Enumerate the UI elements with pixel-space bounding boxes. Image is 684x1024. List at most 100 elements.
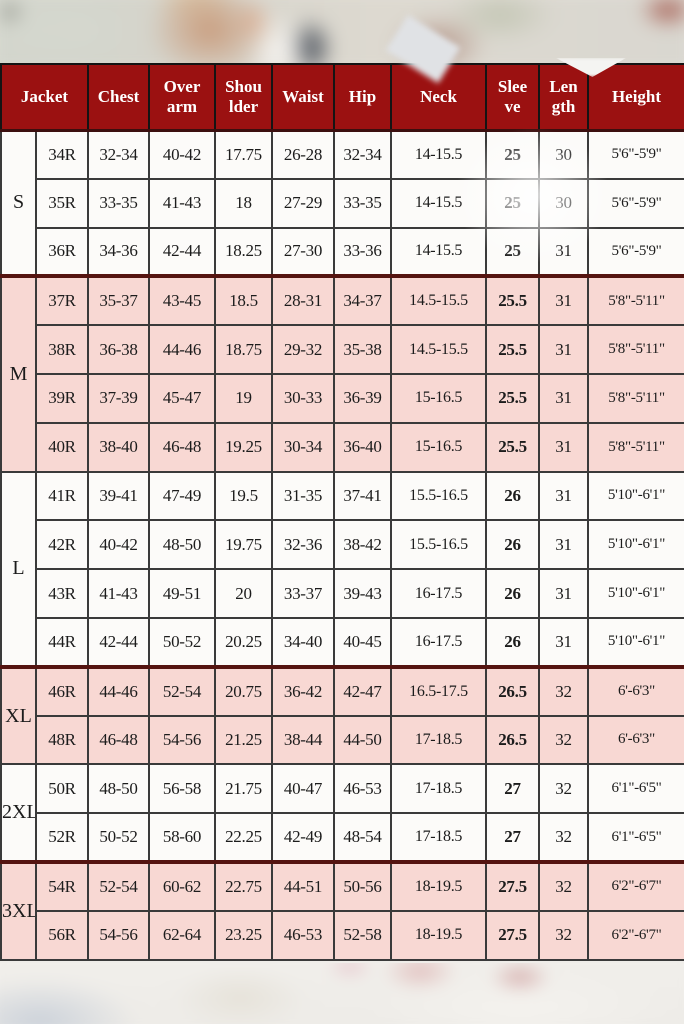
cell: 16-17.5 — [390, 568, 487, 619]
cell: 50R — [35, 763, 89, 815]
cell: 19.75 — [214, 519, 273, 571]
cell: 27 — [485, 763, 540, 815]
cell: 35-38 — [333, 324, 392, 375]
cell: 20.25 — [214, 616, 273, 668]
column-header-shoulder: Shou lder — [214, 63, 273, 131]
cell: 32-34 — [87, 129, 150, 180]
cell: 47-49 — [148, 470, 216, 522]
cell: 34-37 — [333, 274, 392, 327]
cell: 27.5 — [485, 859, 540, 912]
cell: 22.25 — [214, 812, 273, 863]
cell: 25 — [485, 129, 540, 180]
cell: 33-36 — [333, 226, 392, 278]
cell: 25 — [485, 177, 540, 229]
cell: 32-34 — [333, 129, 392, 180]
cell: 6'1"-6'5" — [587, 763, 684, 815]
cell: 36R — [35, 226, 89, 278]
photo-bottom-background — [0, 963, 684, 1024]
cell: 46R — [35, 664, 89, 717]
cell: 33-35 — [87, 177, 150, 229]
cell: 14.5-15.5 — [390, 274, 487, 327]
cell: 38-40 — [87, 421, 150, 473]
cell: 5'10"-6'1" — [587, 519, 684, 571]
cell: 50-56 — [333, 859, 392, 912]
cell: 48-54 — [333, 812, 392, 863]
table-row: 48R 46-48 54-56 21.25 38-44 44-50 17-18.5 26.5 3… — [1, 714, 684, 766]
cell: 6'1"-6'5" — [587, 812, 684, 863]
cell: 42-49 — [271, 812, 335, 863]
cell: 31 — [538, 519, 589, 571]
column-header-waist: Waist — [271, 63, 335, 131]
cell: 17-18.5 — [390, 763, 487, 815]
cell: 32 — [538, 664, 589, 717]
table-row: 36R 34-36 42-44 18.25 27-30 33-36 14-15.5 25 31 5… — [1, 226, 684, 278]
cell: 5'6"-5'9" — [587, 129, 684, 180]
cell: 60-62 — [148, 859, 216, 912]
cell: 5'10"-6'1" — [587, 568, 684, 619]
cell: 36-40 — [333, 421, 392, 473]
table-row: 2XL 50R 48-50 56-58 21.75 40-47 46-53 17-18.5 27… — [0, 763, 684, 863]
cell: 30 — [538, 177, 589, 229]
cell: 44-51 — [271, 859, 335, 912]
table-row: 38R 36-38 44-46 18.75 29-32 35-38 14.5-15.5 25.… — [1, 324, 684, 375]
cell: 25 — [485, 226, 540, 278]
column-header-sleeve: Slee ve — [485, 63, 540, 131]
group-label-s: S — [0, 128, 37, 278]
table-row: 35R 33-35 41-43 18 27-29 33-35 14-15.5 25 30 5'6"… — [1, 177, 684, 229]
cell: 42-44 — [148, 226, 216, 278]
cell: 33-37 — [271, 568, 335, 619]
cell: 35R — [35, 177, 89, 229]
cell: 5'8"-5'11" — [587, 421, 684, 473]
cell: 25.5 — [485, 421, 540, 473]
cell: 26-28 — [271, 129, 335, 180]
cell: 27.5 — [485, 909, 540, 961]
cell: 31 — [538, 274, 589, 327]
cell: 46-53 — [271, 909, 335, 961]
cell: 44-50 — [333, 714, 392, 766]
cell: 38R — [35, 324, 89, 375]
cell: 21.75 — [214, 763, 273, 815]
cell: 6'-6'3" — [587, 714, 684, 766]
cell: 6'2"-6'7" — [587, 909, 684, 961]
cell: 27-29 — [271, 177, 335, 229]
cell: 43-45 — [148, 274, 216, 327]
cell: 52-54 — [148, 664, 216, 717]
cell: 39R — [35, 372, 89, 424]
cell: 42-44 — [87, 616, 150, 668]
cell: 52-54 — [87, 859, 150, 912]
cell: 19.5 — [214, 470, 273, 522]
cell: 19 — [214, 372, 273, 424]
cell: 41-43 — [87, 568, 150, 619]
table-row: 56R 54-56 62-64 23.25 46-53 52-58 18-19.5 27.5 3… — [1, 909, 684, 961]
cell: 26 — [485, 568, 540, 619]
cell: 48R — [35, 714, 89, 766]
cell: 5'8"-5'11" — [587, 274, 684, 327]
cell: 31 — [538, 616, 589, 668]
cell: 34-40 — [271, 616, 335, 668]
group-label-m: M — [0, 274, 37, 473]
cell: 54-56 — [87, 909, 150, 961]
table-row: 43R 41-43 49-51 20 33-37 39-43 16-17.5 26 31 5'10… — [1, 568, 684, 619]
cell: 62-64 — [148, 909, 216, 961]
cell: 46-48 — [87, 714, 150, 766]
table-body: S 34R 32-34 40-42 17.75 26-28 32-34 14-15.5 25 30… — [0, 128, 684, 961]
cell: 5'6"-5'9" — [587, 226, 684, 278]
cell: 17-18.5 — [390, 812, 487, 863]
cell: 14-15.5 — [390, 129, 487, 180]
cell: 5'10"-6'1" — [587, 470, 684, 522]
cell: 18 — [214, 177, 273, 229]
cell: 43R — [35, 568, 89, 619]
cell: 58-60 — [148, 812, 216, 863]
cell: 40-47 — [271, 763, 335, 815]
cell: 54R — [35, 859, 89, 912]
cell: 25.5 — [485, 274, 540, 327]
cell: 15-16.5 — [390, 372, 487, 424]
cell: 34R — [35, 129, 89, 180]
cell: 40R — [35, 421, 89, 473]
cell: 48-50 — [87, 763, 150, 815]
cell: 21.25 — [214, 714, 273, 766]
header-row: Jacket Chest Over arm Shou lder Waist Hip Neck… — [0, 63, 684, 131]
cell: 27-30 — [271, 226, 335, 278]
cell: 46-53 — [333, 763, 392, 815]
cell: 36-38 — [87, 324, 150, 375]
